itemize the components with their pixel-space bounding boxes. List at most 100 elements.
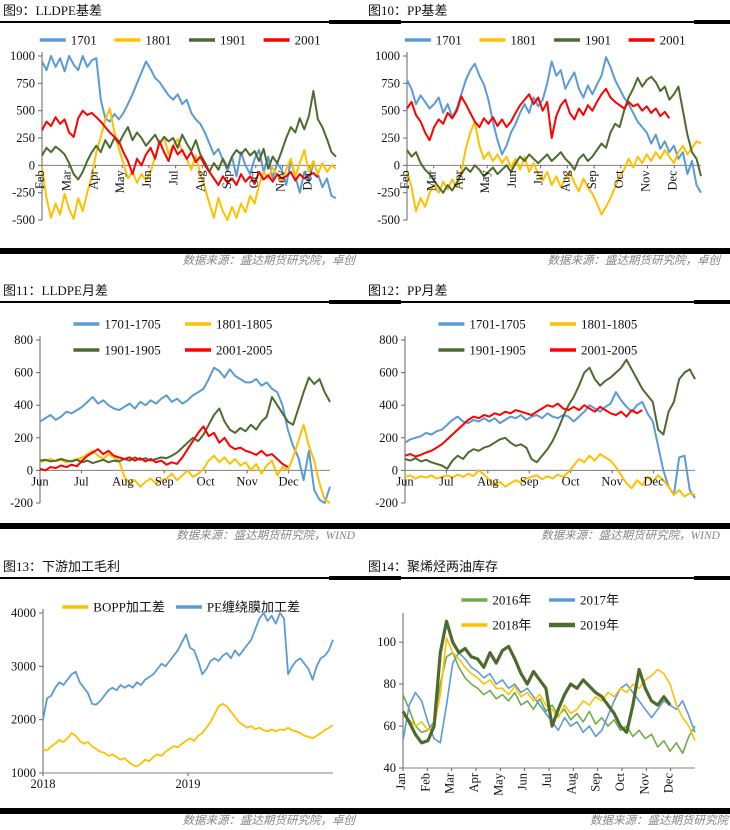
divider-thick-segment <box>694 20 730 24</box>
svg-text:1801-1805: 1801-1805 <box>581 317 637 332</box>
svg-text:Aug: Aug <box>564 772 578 794</box>
svg-text:BOPP加工差: BOPP加工差 <box>93 600 165 615</box>
svg-text:Sep: Sep <box>520 474 539 488</box>
chart-pp-month-spread: -200 0 200 400 600 800 Jun Jul Aug Sep Oct Nov Dec 17… <box>375 317 696 510</box>
chart-lldpe-basis: -500 -250 0 250 500 750 1000 Feb Mar Apr May Jun Jul… <box>10 33 337 227</box>
figure-panel-9: 图9：LLDPE基差 -500 -250 0 250 500 750 1000 Feb Mar A… <box>0 0 365 270</box>
data-source: 数据来源：盛达期货研究院 <box>590 815 728 827</box>
svg-text:-250: -250 <box>12 186 35 200</box>
chart-downstream-margin: 1000 2000 3000 4000 2018 2019 BOPP加工差 PE缠绕膜加工差 <box>11 600 334 791</box>
title-divider <box>0 300 365 304</box>
data-source: 数据来源：盛达期货研究院，WIND <box>541 530 720 542</box>
svg-text:2016年: 2016年 <box>492 593 531 608</box>
svg-text:750: 750 <box>381 76 400 90</box>
svg-text:Sep: Sep <box>585 170 599 189</box>
svg-text:Dec: Dec <box>644 474 665 488</box>
svg-text:Oct: Oct <box>197 474 216 488</box>
svg-text:Dec: Dec <box>279 474 300 488</box>
divider-thick-segment <box>694 300 730 304</box>
svg-text:1901: 1901 <box>220 33 246 48</box>
svg-text:80: 80 <box>384 677 397 691</box>
panel-bottom-bar <box>0 808 365 814</box>
divider-thick-segment <box>365 20 401 24</box>
svg-text:Jun: Jun <box>140 170 154 188</box>
svg-text:Jul: Jul <box>74 474 89 488</box>
svg-text:Mar: Mar <box>60 169 74 191</box>
panel-bottom-bar <box>0 248 365 254</box>
svg-text:Aug: Aug <box>477 474 499 488</box>
svg-text:1000: 1000 <box>11 766 36 780</box>
svg-text:100: 100 <box>377 635 396 649</box>
title-divider <box>0 20 365 24</box>
svg-text:Sep: Sep <box>589 773 603 792</box>
svg-text:Oct: Oct <box>247 170 261 189</box>
svg-text:500: 500 <box>381 104 400 118</box>
svg-text:Oct: Oct <box>612 170 626 189</box>
svg-text:1701-1705: 1701-1705 <box>469 317 525 332</box>
svg-text:PE缠绕膜加工差: PE缠绕膜加工差 <box>207 600 300 615</box>
svg-text:800: 800 <box>14 333 33 347</box>
svg-text:Feb: Feb <box>418 773 432 792</box>
svg-text:Dec: Dec <box>662 773 676 794</box>
svg-text:Apr: Apr <box>451 170 465 190</box>
divider-thick-segment <box>365 300 401 304</box>
svg-text:0: 0 <box>394 158 400 172</box>
data-source: 数据来源：盛达期货研究院，卓创 <box>547 255 721 267</box>
svg-text:Jul: Jul <box>439 474 454 488</box>
svg-text:May: May <box>478 170 492 194</box>
data-source: 数据来源：盛达期货研究院，卓创 <box>182 815 356 827</box>
svg-text:1801: 1801 <box>145 33 171 48</box>
svg-text:May: May <box>113 170 127 194</box>
svg-text:Jun: Jun <box>31 474 49 488</box>
svg-text:200: 200 <box>14 431 33 445</box>
svg-text:Apr: Apr <box>86 170 100 190</box>
svg-text:250: 250 <box>16 131 35 145</box>
svg-text:2019年: 2019年 <box>580 618 619 633</box>
svg-text:400: 400 <box>379 398 398 412</box>
svg-text:2001-2005: 2001-2005 <box>216 343 272 358</box>
svg-text:Nov: Nov <box>236 474 258 488</box>
figure-panel-10: 图10：PP基差 -500 -250 0 250 500 750 1000 Feb Mar Apr… <box>365 0 730 270</box>
svg-text:400: 400 <box>14 398 33 412</box>
title-divider <box>365 576 730 580</box>
svg-text:1000: 1000 <box>10 49 35 63</box>
svg-text:1801: 1801 <box>510 33 536 48</box>
svg-text:2000: 2000 <box>11 713 36 727</box>
svg-text:2019: 2019 <box>176 777 201 791</box>
svg-text:Feb: Feb <box>398 170 412 189</box>
svg-text:-500: -500 <box>12 213 35 227</box>
svg-text:600: 600 <box>14 366 33 380</box>
figure-panel-11: 图11：LLDPE月差 -200 0 200 400 600 800 Jun Jul Aug Se… <box>0 270 365 545</box>
svg-text:1000: 1000 <box>375 49 400 63</box>
data-source: 数据来源：盛达期货研究院，卓创 <box>182 255 356 267</box>
svg-text:1801-1805: 1801-1805 <box>216 317 272 332</box>
svg-text:60: 60 <box>384 719 397 733</box>
svg-text:Jul: Jul <box>540 772 554 787</box>
svg-text:Sep: Sep <box>155 474 174 488</box>
chart-lldpe-month-spread: -200 0 200 400 600 800 Jun Jul Aug Sep Oct Nov Dec 17… <box>10 317 331 510</box>
svg-text:1901-1905: 1901-1905 <box>469 343 525 358</box>
divider-thick-segment <box>329 20 365 24</box>
svg-text:Jun: Jun <box>396 474 414 488</box>
title-divider <box>365 300 730 304</box>
svg-text:Nov: Nov <box>274 170 288 192</box>
svg-text:-250: -250 <box>377 186 400 200</box>
svg-text:Nov: Nov <box>637 772 651 794</box>
data-source: 数据来源：盛达期货研究院，WIND <box>176 530 355 542</box>
svg-text:Dec: Dec <box>300 170 314 191</box>
figure-title: 图13：下游加工毛利 <box>3 559 121 574</box>
svg-text:Oct: Oct <box>613 772 627 791</box>
svg-text:500: 500 <box>16 104 35 118</box>
figure-title: 图12：PP月差 <box>368 283 448 298</box>
svg-text:Aug: Aug <box>112 474 134 488</box>
svg-text:Jul: Jul <box>167 170 181 185</box>
chart-pp-basis: -500 -250 0 250 500 750 1000 Feb Mar Apr May Jun Jul… <box>375 33 702 227</box>
svg-text:4000: 4000 <box>11 606 36 620</box>
svg-text:-500: -500 <box>377 213 400 227</box>
svg-text:2017年: 2017年 <box>580 593 619 608</box>
svg-text:Jan: Jan <box>394 772 408 789</box>
svg-text:Sep: Sep <box>220 170 234 189</box>
svg-text:750: 750 <box>16 76 35 90</box>
svg-text:Oct: Oct <box>562 474 581 488</box>
